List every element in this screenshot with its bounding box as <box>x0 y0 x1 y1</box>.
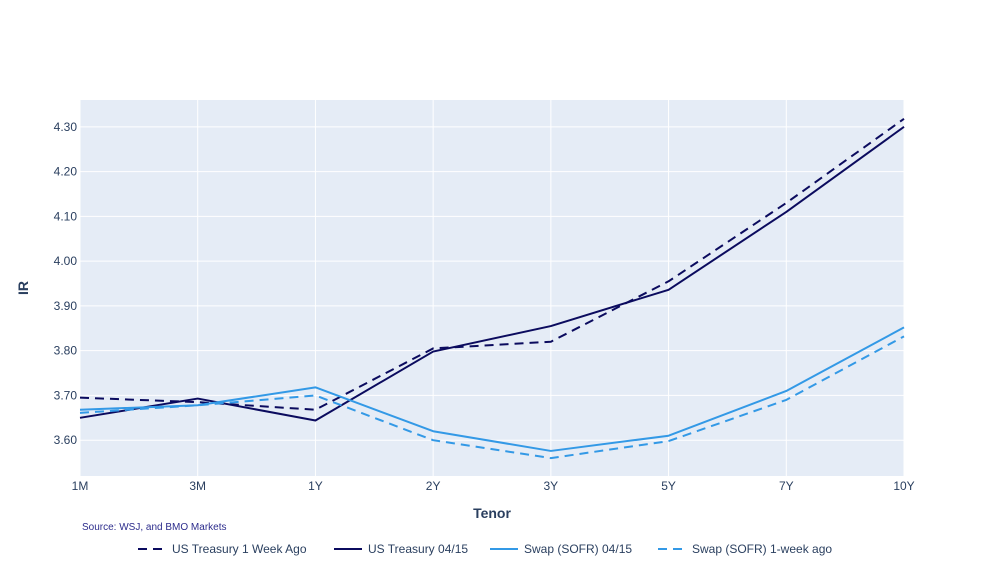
y-tick-label: 4.30 <box>54 120 78 134</box>
x-tick-label: 1M <box>72 479 89 493</box>
series-lines <box>79 117 905 460</box>
x-tick-label: 1Y <box>308 479 323 493</box>
y-tick-label: 3.90 <box>54 299 78 313</box>
legend-item[interactable]: Swap (SOFR) 04/15 <box>490 542 632 556</box>
series-line-3 <box>79 326 905 452</box>
x-tick-label: 3Y <box>544 479 559 493</box>
source-annotation: Source: WSJ, and BMO Markets <box>82 522 227 533</box>
series-line-4 <box>79 335 905 460</box>
y-tick-label: 3.70 <box>54 388 78 402</box>
legend-item[interactable]: US Treasury 1 Week Ago <box>138 542 307 556</box>
legend-label: US Treasury 04/15 <box>368 542 468 556</box>
legend-label: US Treasury 1 Week Ago <box>172 542 307 556</box>
plot-area <box>80 100 904 476</box>
x-tick-label: 3M <box>189 479 206 493</box>
x-tick-label: 2Y <box>426 479 441 493</box>
y-axis-ticks: 3.60 3.70 3.80 3.90 4.00 4.10 4.20 4.30 <box>54 120 78 447</box>
grid-lines <box>79 100 905 476</box>
legend[interactable]: US Treasury 1 Week Ago US Treasury 04/15 S… <box>138 542 832 556</box>
legend-item[interactable]: US Treasury 04/15 <box>334 542 468 556</box>
y-tick-label: 4.10 <box>54 209 78 223</box>
x-tick-label: 10Y <box>893 479 914 493</box>
x-tick-label: 7Y <box>779 479 794 493</box>
y-tick-label: 3.80 <box>54 344 78 358</box>
y-tick-label: 4.00 <box>54 254 78 268</box>
x-axis-title: Tenor <box>473 505 511 521</box>
y-tick-label: 4.20 <box>54 165 78 179</box>
x-tick-label: 5Y <box>661 479 676 493</box>
y-axis-title: IR <box>15 281 31 295</box>
legend-label: Swap (SOFR) 1-week ago <box>692 542 832 556</box>
y-tick-label: 3.60 <box>54 433 78 447</box>
legend-item[interactable]: Swap (SOFR) 1-week ago <box>658 542 832 556</box>
x-axis-ticks: 1M 3M 1Y 2Y 3Y 5Y 7Y 10Y <box>72 479 915 493</box>
legend-label: Swap (SOFR) 04/15 <box>524 542 632 556</box>
